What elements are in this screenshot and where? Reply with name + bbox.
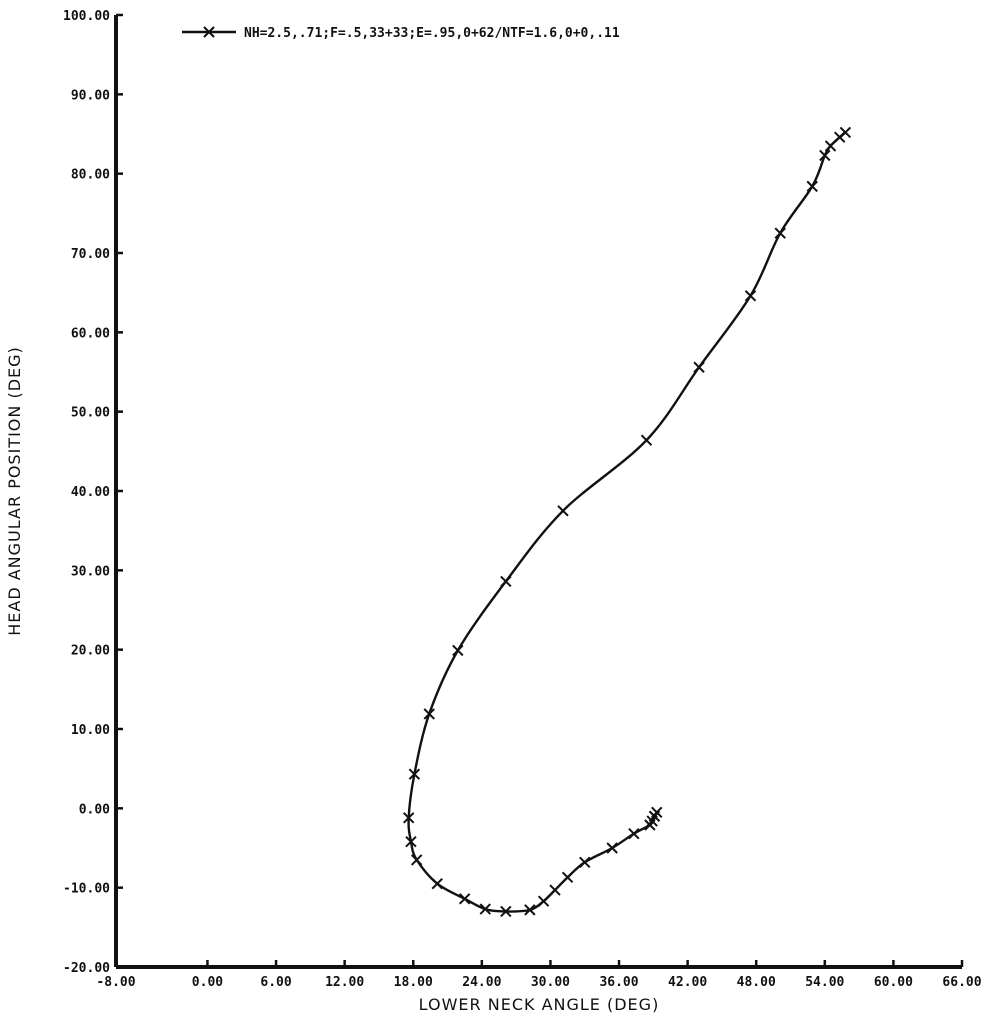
x-tick-label: 36.00 (599, 975, 638, 990)
x-tick-label: 60.00 (874, 975, 913, 990)
x-axis-title: LOWER NECK ANGLE (DEG) (419, 995, 660, 1014)
data-point (606, 842, 618, 854)
data-point (410, 854, 423, 866)
data-point (640, 434, 653, 446)
x-tick-label: 48.00 (737, 975, 776, 990)
data-point (405, 835, 417, 848)
data-point (744, 290, 757, 302)
y-tick-label: 50.00 (71, 406, 110, 421)
data-point (537, 895, 550, 907)
x-tick-label: 66.00 (942, 975, 981, 990)
data-point (408, 768, 421, 780)
y-tick-label: 0.00 (79, 802, 110, 817)
series (402, 126, 852, 918)
data-point (824, 140, 837, 152)
data-point (524, 904, 536, 916)
data-point (839, 126, 852, 139)
axes (114, 15, 962, 969)
y-tick-label: 60.00 (71, 326, 110, 341)
data-point (693, 361, 705, 373)
x-tick-label: 24.00 (462, 975, 501, 990)
x-tick-label: 30.00 (531, 975, 570, 990)
series-line (407, 131, 847, 913)
data-point (479, 903, 491, 915)
x-tick-label: 12.00 (325, 975, 364, 990)
data-point (423, 708, 435, 720)
y-tick-label: 70.00 (71, 247, 110, 262)
data-point (579, 856, 591, 868)
y-tick-label: 100.00 (63, 9, 110, 24)
data-point (628, 828, 640, 840)
data-point (452, 644, 464, 657)
legend-marker (203, 26, 215, 38)
data-point (774, 227, 786, 239)
y-tick-label: 90.00 (71, 88, 110, 103)
y-tick-label: 30.00 (71, 564, 110, 579)
data-point (500, 905, 512, 918)
data-point (561, 871, 574, 884)
data-point (500, 575, 512, 588)
x-tick-label: 42.00 (668, 975, 707, 990)
data-point (431, 877, 443, 890)
data-point (402, 812, 415, 824)
x-tick-label: -8.00 (96, 975, 135, 990)
x-tick-label: 54.00 (805, 975, 844, 990)
legend-label: NH=2.5,.71;F=.5,33+33;E=.95,0+62/NTF=1.6… (244, 26, 620, 41)
data-point (819, 149, 831, 162)
x-tick-label: 6.00 (260, 975, 291, 990)
y-tick-label: 20.00 (71, 644, 110, 659)
data-point (806, 180, 818, 193)
ticks: -20.00 -10.00 0.00 10.00 20.00 30.00 40.00 50.0… (63, 9, 982, 990)
data-point (458, 893, 471, 905)
y-tick-label: 80.00 (71, 168, 110, 183)
x-tick-label: 18.00 (394, 975, 433, 990)
y-tick-label: 40.00 (71, 485, 110, 500)
x-tick-label: 0.00 (192, 975, 223, 990)
y-tick-label: 10.00 (71, 723, 110, 738)
y-tick-label: -20.00 (63, 961, 110, 976)
data-point (549, 884, 561, 896)
data-point (644, 819, 656, 831)
y-tick-label: -10.00 (63, 882, 110, 897)
y-axis-title: HEAD ANGULAR POSITION (DEG) (5, 346, 24, 636)
legend: NH=2.5,.71;F=.5,33+33;E=.95,0+62/NTF=1.6… (182, 26, 620, 41)
data-point (557, 505, 569, 517)
